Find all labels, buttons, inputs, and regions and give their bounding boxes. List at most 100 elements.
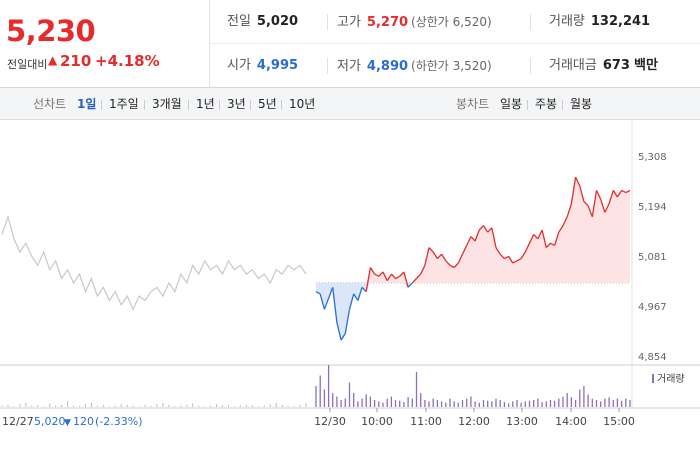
divider: [527, 100, 528, 110]
down-area-fill: [316, 282, 630, 341]
low-cell: 저가 4,890 (하한가 3,520): [337, 44, 492, 88]
today-series-segment: [466, 236, 472, 246]
lower-limit: (하한가 3,520): [411, 59, 492, 73]
low-label: 저가: [337, 59, 361, 74]
today-series-segment: [625, 189, 631, 194]
prev-close-cell: 전일 5,020: [227, 0, 298, 44]
today-series-segment: [491, 227, 497, 248]
amount-value: 673: [602, 58, 630, 73]
y-tick-label: 5,194: [638, 202, 667, 213]
today-series-segment: [591, 190, 598, 217]
tab-1-week[interactable]: 1주일: [109, 97, 139, 111]
today-series-segment: [562, 216, 568, 226]
x-tick-label: 12/30: [314, 415, 346, 428]
amount-label: 거래대금: [549, 58, 597, 73]
low-value: 4,890: [366, 59, 409, 74]
today-series-segment: [445, 260, 451, 266]
today-series-segment: [537, 229, 543, 240]
today-series-segment: [461, 245, 468, 255]
today-series-segment: [361, 286, 367, 293]
x-tick-label: 12:00: [458, 415, 490, 428]
today-series-segment: [340, 333, 346, 341]
today-series-segment: [604, 203, 610, 213]
open-cell: 시가 4,995: [227, 44, 298, 88]
today-series-segment: [616, 190, 623, 198]
today-series-segment: [499, 253, 505, 260]
today-series-segment: [416, 273, 422, 279]
tab-monthly-candle[interactable]: 월봉: [570, 97, 593, 111]
today-series-segment: [583, 200, 589, 207]
tab-3-years[interactable]: 3년: [227, 97, 246, 111]
prev-day-series: [1, 214, 307, 311]
tab-1-day[interactable]: 1일: [77, 97, 97, 111]
today-series-segment: [457, 253, 464, 264]
high-label: 고가: [337, 15, 361, 30]
today-series-segment: [386, 273, 392, 282]
today-series-segment: [327, 287, 334, 299]
x-tick-label: 10:00: [361, 415, 393, 428]
change-percent: +4.18%: [95, 52, 160, 70]
divider: [530, 58, 531, 74]
tab-3-months[interactable]: 3개월: [152, 97, 182, 111]
tab-daily-candle[interactable]: 일봉: [500, 97, 523, 111]
divider: [101, 100, 102, 110]
today-series-segment: [353, 293, 359, 301]
prev-close-value: 5,020: [256, 14, 299, 29]
chart-tabbar: 선차트 1일 1주일 3개월 1년 3년 5년 10년 봉차트 일봉 주봉 월봉: [0, 88, 700, 120]
tab-5-years[interactable]: 5년: [258, 97, 277, 111]
price-box: 5,230 전일대비 ▲ 210 +4.18%: [0, 0, 210, 88]
tab-1-year[interactable]: 1년: [196, 97, 215, 111]
change-label: 전일대비: [7, 58, 48, 71]
today-series-segment: [369, 267, 376, 275]
today-series-segment: [344, 309, 351, 334]
divider: [562, 100, 563, 110]
today-series-segment: [424, 247, 430, 266]
current-price: 5,230: [6, 14, 96, 48]
today-series-segment: [566, 203, 573, 217]
candle-chart-label: 봉차트: [456, 97, 490, 111]
today-series-segment: [474, 229, 480, 242]
today-series-segment: [453, 262, 459, 268]
today-series-segment: [516, 258, 522, 262]
volume-label: 거래량: [549, 14, 585, 29]
today-series-segment: [449, 264, 455, 269]
x-tick-label: 13:00: [506, 415, 538, 428]
today-series-segment: [323, 298, 330, 310]
today-series-segment: [403, 271, 409, 288]
open-label: 시가: [227, 58, 251, 73]
divider: [281, 100, 282, 110]
today-series-segment: [533, 233, 539, 240]
x-tick-label: 15:00: [603, 415, 635, 428]
today-series-segment: [612, 190, 618, 198]
today-series-segment: [553, 232, 560, 246]
amount-unit: 백만: [633, 58, 658, 73]
tab-10-years[interactable]: 10년: [289, 97, 316, 111]
quote-header: 5,230 전일대비 ▲ 210 +4.18% 전일 5,020 고가 5,270 (…: [0, 0, 700, 88]
today-series-segment: [487, 227, 493, 233]
volume-legend-swatch: [652, 374, 654, 383]
divider: [188, 100, 189, 110]
high-value: 5,270: [366, 15, 409, 30]
amount-cell: 거래대금 673 백만: [549, 44, 658, 88]
today-series-segment: [382, 271, 388, 281]
today-series-segment: [528, 234, 535, 244]
y-tick-label: 5,308: [638, 152, 667, 163]
today-series-segment: [587, 205, 593, 218]
tab-weekly-candle[interactable]: 주봉: [535, 97, 558, 111]
y-tick-label: 4,854: [638, 352, 667, 363]
volume-cell: 거래량 132,241: [549, 0, 650, 44]
today-series-segment: [407, 282, 413, 288]
today-series-segment: [495, 247, 501, 255]
today-series-segment: [478, 225, 484, 231]
prev-day-date: 12/27: [2, 415, 34, 428]
today-series-segment: [315, 291, 321, 295]
today-series-segment: [504, 255, 509, 260]
price-chart[interactable]: 5,308 5,194 5,081 4,967 4,854 거래량 12/30 10:00 11…: [0, 120, 700, 450]
today-series-segment: [595, 190, 602, 200]
stats-row-2: 시가 4,995 저가 4,890 (하한가 3,520) 거래대금 673 백만: [210, 44, 700, 88]
today-series-segment: [428, 247, 434, 253]
down-arrow-icon: ▼: [64, 418, 71, 428]
x-tick-label: 14:00: [555, 415, 587, 428]
today-series-segment: [378, 271, 384, 277]
x-tick-label: 11:00: [410, 415, 442, 428]
